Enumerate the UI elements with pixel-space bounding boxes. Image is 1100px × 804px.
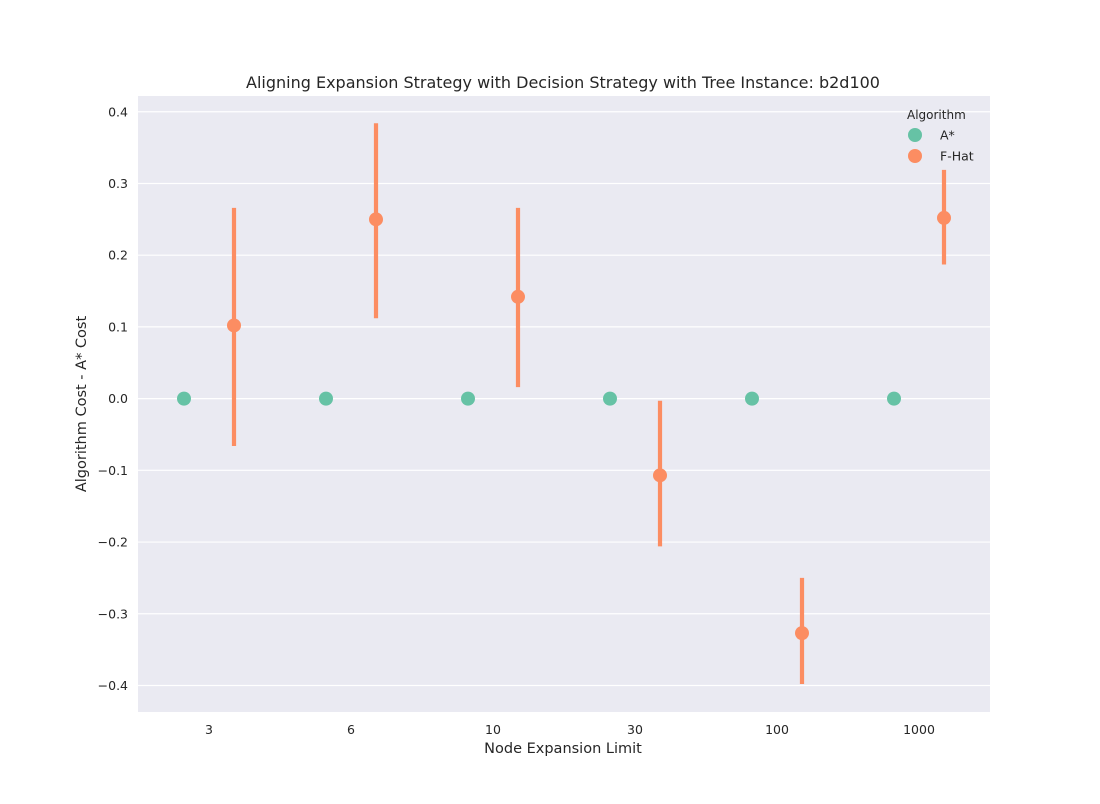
data-point xyxy=(887,391,901,406)
y-tick-label: −0.2 xyxy=(98,535,128,550)
data-point xyxy=(745,391,759,406)
series-group xyxy=(227,123,951,685)
data-point xyxy=(511,289,525,304)
series-group xyxy=(177,391,901,406)
y-tick-label: 0.0 xyxy=(108,391,128,406)
data-point xyxy=(461,391,475,406)
y-axis-label: Algorithm Cost - A* Cost xyxy=(74,316,90,493)
y-tick-label: −0.3 xyxy=(98,606,128,621)
y-tick-label: 0.1 xyxy=(108,319,128,334)
y-tick-label: −0.4 xyxy=(98,678,128,693)
y-tick-label: 0.3 xyxy=(108,176,128,191)
legend-label: A* xyxy=(940,128,955,143)
x-tick-label: 6 xyxy=(347,722,355,737)
legend-label: F-Hat xyxy=(940,149,974,164)
legend-marker xyxy=(908,149,922,163)
legend-items: A* F-Hat xyxy=(908,128,974,164)
x-tick-label: 100 xyxy=(765,722,789,737)
x-tick-layer: 3 6 10 30 100 1000 xyxy=(205,722,935,737)
grid-layer xyxy=(138,111,990,687)
data-point xyxy=(319,391,333,406)
data-point xyxy=(369,212,383,227)
plot-background xyxy=(138,96,990,712)
x-tick-label: 30 xyxy=(627,722,643,737)
x-tick-label: 10 xyxy=(485,722,501,737)
legend-title: Algorithm xyxy=(907,108,966,122)
y-tick-label: 0.4 xyxy=(108,104,128,119)
legend: Algorithm A* F-Hat xyxy=(907,108,974,164)
data-point xyxy=(937,210,951,225)
data-point xyxy=(653,468,667,483)
data-point xyxy=(795,626,809,641)
x-axis-label: Node Expansion Limit xyxy=(484,741,642,757)
x-tick-label: 1000 xyxy=(903,722,935,737)
data-point xyxy=(227,318,241,333)
y-tick-label: −0.1 xyxy=(98,463,128,478)
x-tick-label: 3 xyxy=(205,722,213,737)
series-layer xyxy=(177,123,951,685)
y-tick-layer: −0.4 −0.3 −0.2 −0.1 0.0 0.1 0.2 0.3 0.4 xyxy=(98,104,128,693)
y-tick-label: 0.2 xyxy=(108,248,128,263)
chart-title: Aligning Expansion Strategy with Decisio… xyxy=(246,73,880,92)
legend-marker xyxy=(908,128,922,142)
data-point xyxy=(177,391,191,406)
data-point xyxy=(603,391,617,406)
